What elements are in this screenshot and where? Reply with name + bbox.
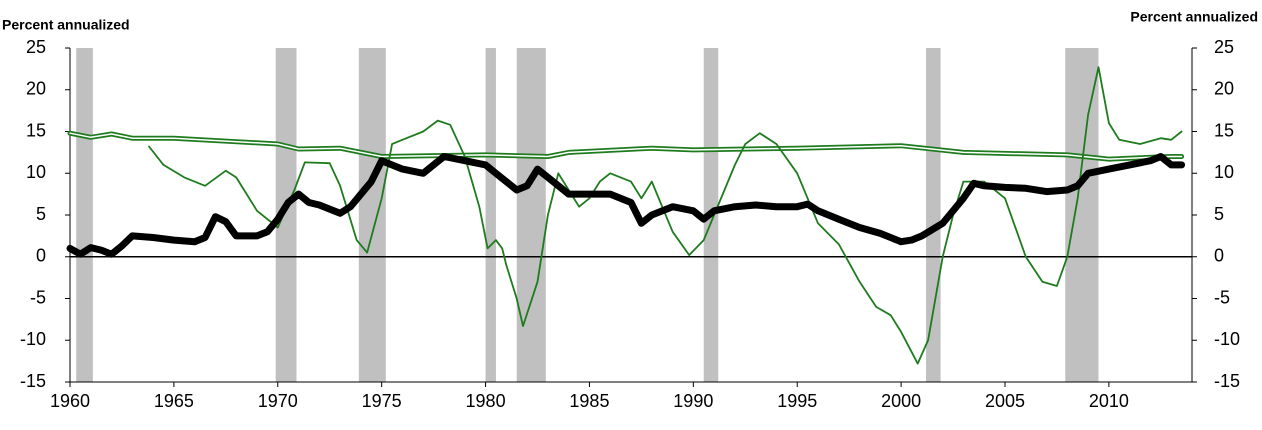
y2-tick-label: 0 — [1214, 246, 1224, 266]
x-tick-label: 1965 — [154, 391, 194, 411]
y2-tick-label: 15 — [1214, 120, 1234, 140]
x-tick-label: 1960 — [50, 391, 90, 411]
recession-band — [485, 48, 496, 382]
y2-tick-label: -10 — [1214, 329, 1240, 349]
recession-band — [926, 48, 941, 382]
y-tick-label: -5 — [30, 287, 46, 307]
series-line — [148, 66, 1183, 365]
y2-axis-label: Percent annualized — [1130, 9, 1258, 25]
x-tick-label: 2000 — [881, 391, 921, 411]
series-line — [66, 153, 1186, 258]
x-tick-label: 1975 — [362, 391, 402, 411]
y-tick-label: 20 — [26, 79, 46, 99]
x-tick-label: 2005 — [985, 391, 1025, 411]
x-tick-label: 1980 — [466, 391, 506, 411]
x-tick-label: 2010 — [1089, 391, 1129, 411]
recession-band — [516, 48, 546, 382]
recession-band — [76, 48, 93, 382]
y2-tick-label: -5 — [1214, 287, 1230, 307]
y-tick-label: 5 — [36, 204, 46, 224]
x-tick-label: 1990 — [673, 391, 713, 411]
plot: -15 -10 -5 0 5 10 15 20 25 -15 -10 -5 0 5 10 15 20 25 1960… — [20, 37, 1240, 411]
y2-tick-label: 25 — [1214, 37, 1234, 57]
recession-band — [1065, 48, 1099, 382]
series-line-inner — [69, 132, 1183, 160]
recession-band — [275, 48, 297, 382]
y-tick-label: 15 — [26, 120, 46, 140]
y-tick-label: 0 — [36, 246, 46, 266]
x-tick-label: 1995 — [777, 391, 817, 411]
x-tick-label: 1985 — [569, 391, 609, 411]
y2-tick-label: -15 — [1214, 371, 1240, 391]
y-tick-label: 10 — [26, 162, 46, 182]
y2-tick-label: 20 — [1214, 79, 1234, 99]
y-tick-label: -15 — [20, 371, 46, 391]
y-axis-label: Percent annualized — [2, 17, 130, 33]
y-tick-label: -10 — [20, 329, 46, 349]
series-line — [67, 130, 1185, 162]
y-tick-label: 25 — [26, 37, 46, 57]
recession-band — [358, 48, 386, 382]
y2-tick-label: 5 — [1214, 204, 1224, 224]
x-tick-label: 1970 — [258, 391, 298, 411]
y2-tick-label: 10 — [1214, 162, 1234, 182]
